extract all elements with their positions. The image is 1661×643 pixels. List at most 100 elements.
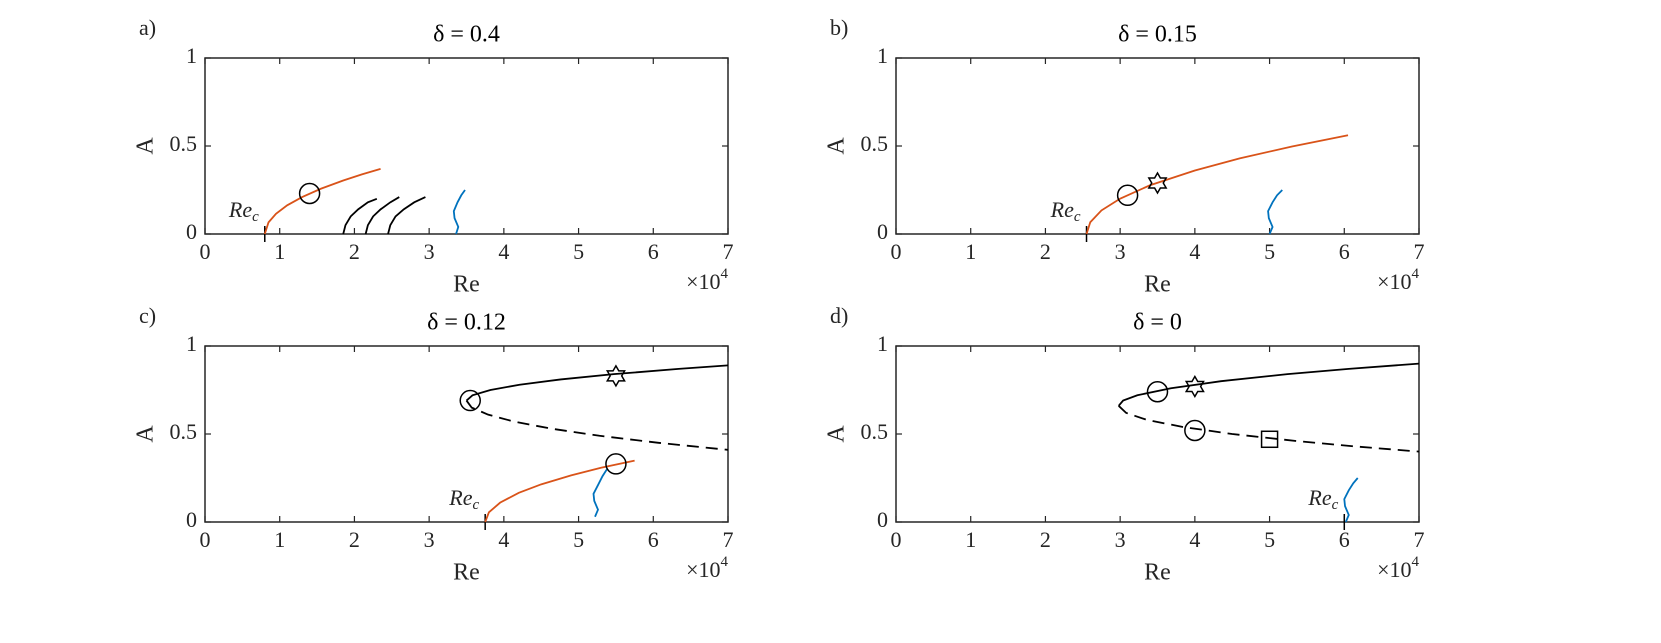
x-tick-label: 6	[648, 527, 659, 552]
axes-box	[895, 57, 1420, 235]
x-axis-label: Re	[453, 560, 480, 586]
x-tick-label: 1	[274, 239, 285, 264]
y-tick-label: 1	[877, 331, 888, 356]
y-tick-label: 0	[186, 507, 197, 532]
circle-marker	[298, 182, 321, 205]
y-tick-label: 0.5	[170, 419, 198, 444]
plot-area	[1117, 362, 1419, 523]
panel-label: d)	[830, 303, 848, 328]
critical-label: Rec	[1307, 485, 1338, 513]
x-tick-label: 4	[1189, 527, 1200, 552]
y-tick-label: 0	[877, 219, 888, 244]
plot-area	[1085, 134, 1349, 235]
curve	[465, 400, 728, 451]
y-axis-label: A	[133, 425, 159, 443]
multiplier-base: ×10	[1377, 269, 1411, 294]
x-tick-label: 2	[1040, 239, 1051, 264]
curve	[592, 468, 608, 518]
critical-label: Rec	[228, 197, 259, 225]
markers	[298, 182, 321, 205]
x-tick-label: 2	[349, 239, 360, 264]
x-axis-label: Re	[1144, 272, 1171, 298]
x-tick-label: 7	[723, 239, 734, 264]
x-tick-label: 0	[891, 239, 902, 264]
y-tick-label: 0.5	[861, 419, 889, 444]
x-tick-label: 2	[349, 527, 360, 552]
panel-label: b)	[830, 15, 848, 40]
x-tick-label: 0	[200, 239, 211, 264]
x-tick-label: 5	[573, 527, 584, 552]
x-tick-label: 7	[1414, 527, 1425, 552]
y-tick-label: 1	[186, 331, 197, 356]
curve	[1117, 362, 1419, 407]
star-marker	[1147, 171, 1168, 195]
x-tick-label: 0	[200, 527, 211, 552]
circle-marker	[1146, 381, 1169, 403]
axes-box	[895, 345, 1420, 523]
curve	[387, 196, 426, 235]
multiplier-base: ×10	[686, 269, 720, 294]
y-tick-label: 0	[186, 219, 197, 244]
critical-label-main: Re	[228, 197, 252, 222]
y-axis-label: A	[824, 425, 850, 443]
critical-label-sub: c	[1074, 209, 1081, 225]
square-marker	[1260, 430, 1279, 449]
x-tick-label: 4	[498, 527, 509, 552]
y-tick-label: 1	[877, 43, 888, 68]
multiplier-exp: 4	[1412, 266, 1420, 282]
curve	[364, 196, 400, 235]
multiplier-base: ×10	[1377, 557, 1411, 582]
panel-label: c)	[139, 303, 156, 328]
y-tick-label: 0.5	[170, 131, 198, 156]
curve	[452, 189, 466, 235]
x-tick-label: 4	[498, 239, 509, 264]
x-multiplier: ×104	[686, 266, 728, 294]
x-tick-label: 1	[965, 239, 976, 264]
curve	[263, 168, 381, 235]
markers	[459, 364, 627, 475]
y-axis-label: A	[824, 137, 850, 155]
panel-label: a)	[139, 15, 156, 40]
x-tick-label: 7	[723, 527, 734, 552]
circle-marker	[605, 453, 627, 475]
markers	[1146, 374, 1279, 449]
circle-marker	[459, 389, 481, 412]
title: δ = 0.12	[427, 310, 506, 336]
circle-marker	[1184, 419, 1206, 442]
critical-label-sub: c	[252, 209, 259, 225]
curve	[1267, 189, 1283, 235]
x-tick-label: 7	[1414, 239, 1425, 264]
x-tick-label: 3	[1115, 239, 1126, 264]
y-tick-label: 0	[877, 507, 888, 532]
x-tick-label: 6	[1339, 239, 1350, 264]
x-tick-label: 3	[424, 239, 435, 264]
title: δ = 0	[1133, 310, 1182, 336]
x-multiplier: ×104	[686, 554, 728, 582]
curve	[484, 459, 635, 523]
x-tick-label: 1	[965, 527, 976, 552]
critical-label-main: Re	[448, 485, 472, 510]
x-tick-label: 0	[891, 527, 902, 552]
x-axis-label: Re	[453, 272, 480, 298]
title: δ = 0.4	[433, 22, 500, 48]
circle-marker	[1116, 184, 1139, 207]
x-tick-label: 3	[424, 527, 435, 552]
x-tick-label: 5	[1264, 527, 1275, 552]
y-tick-label: 0.5	[861, 131, 889, 156]
critical-label-main: Re	[1050, 197, 1074, 222]
x-tick-label: 3	[1115, 527, 1126, 552]
plot-area	[465, 364, 728, 523]
curve	[1343, 477, 1359, 523]
curve	[1085, 134, 1349, 235]
curve	[342, 197, 378, 235]
x-tick-label: 5	[1264, 239, 1275, 264]
plot-area	[263, 168, 466, 235]
y-axis-label: A	[133, 137, 159, 155]
multiplier-exp: 4	[721, 266, 729, 282]
x-axis-label: Re	[1144, 560, 1171, 586]
title: δ = 0.15	[1118, 22, 1197, 48]
